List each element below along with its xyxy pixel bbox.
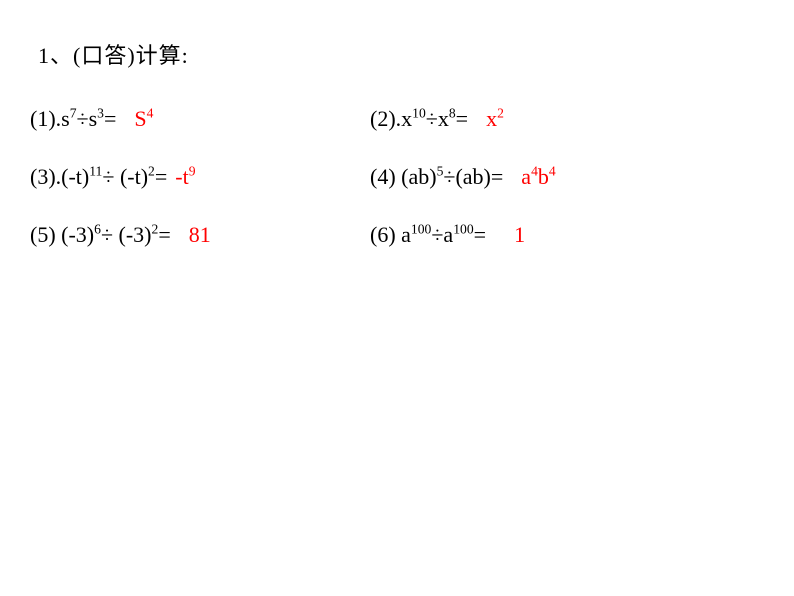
answer-text: S4: [134, 106, 153, 132]
question-text: (5) (-3)6÷ (-3)2=: [30, 222, 171, 248]
question-text: (3).(-t)11÷ (-t)2=: [30, 164, 167, 190]
problem-2: (2).x10÷x8= x2: [370, 106, 764, 132]
question-text: (4) (ab)5÷(ab)=: [370, 164, 503, 190]
problem-4: (4) (ab)5÷(ab)= a4b4: [370, 164, 764, 190]
page-heading: 1、(口答)计算:: [38, 38, 764, 70]
answer-text: x2: [486, 106, 504, 132]
problem-row: (3).(-t)11÷ (-t)2= -t9 (4) (ab)5÷(ab)= a…: [30, 164, 764, 190]
problem-1: (1).s7÷s3= S4: [30, 106, 370, 132]
problem-row: (5) (-3)6÷ (-3)2= 81 (6) a100÷a100= 1: [30, 222, 764, 248]
question-text: (1).s7÷s3=: [30, 106, 116, 132]
problem-3: (3).(-t)11÷ (-t)2= -t9: [30, 164, 370, 190]
answer-text: 81: [189, 222, 211, 248]
answer-text: a4b4: [521, 164, 555, 190]
answer-text: 1: [514, 222, 525, 248]
question-text: (2).x10÷x8=: [370, 106, 468, 132]
question-text: (6) a100÷a100=: [370, 222, 486, 248]
problem-5: (5) (-3)6÷ (-3)2= 81: [30, 222, 370, 248]
problems-container: (1).s7÷s3= S4 (2).x10÷x8= x2 (3).(-t)11÷…: [30, 106, 764, 248]
problem-6: (6) a100÷a100= 1: [370, 222, 764, 248]
answer-text: -t9: [175, 164, 195, 190]
problem-row: (1).s7÷s3= S4 (2).x10÷x8= x2: [30, 106, 764, 132]
